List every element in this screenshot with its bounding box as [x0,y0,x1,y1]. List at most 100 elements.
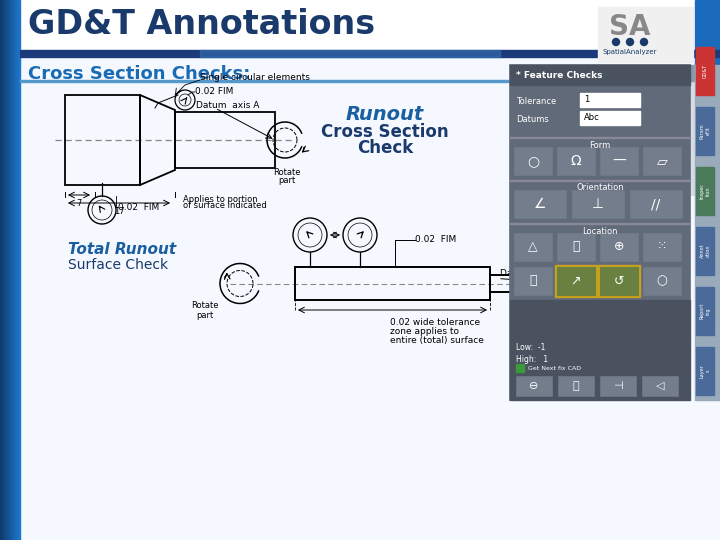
Circle shape [626,38,634,45]
Text: 1: 1 [584,96,589,105]
Text: —: — [612,154,626,168]
Text: ℊ: ℊ [572,381,580,391]
Text: Annot
ation: Annot ation [700,244,711,258]
Text: ⌒: ⌒ [529,274,536,287]
Text: CAC Pieces: CAC Pieces [585,131,615,136]
Bar [510,65,690,400]
Bar [514,267,552,295]
Text: Inspec
tion: Inspec tion [700,183,711,199]
Bar [516,376,552,396]
Bar [600,267,638,295]
Text: Feature type: Feature type [575,120,615,125]
Text: ▱: ▱ [657,154,667,168]
Text: Tolerance: Tolerance [516,97,557,105]
Bar [557,267,595,295]
Bar [17,0,18,540]
Bar [7,0,8,540]
Bar [20,50,720,57]
Bar [510,223,690,224]
Circle shape [641,38,647,45]
Bar [643,267,681,295]
Circle shape [577,148,582,153]
Text: GD&T: GD&T [703,64,708,78]
Bar [696,47,714,95]
Text: Form: Form [590,140,611,150]
Text: Low:  -1: Low: -1 [516,343,545,353]
Text: ⊖: ⊖ [529,381,539,391]
Bar [598,265,640,297]
Bar [643,147,681,175]
Text: 17: 17 [114,207,125,216]
Text: GD&T Annotations: GD&T Annotations [28,8,375,40]
Text: Orientation: Orientation [576,184,624,192]
Text: //: // [652,197,661,211]
Text: Get Next fix CAD: Get Next fix CAD [528,366,581,370]
Text: SpatialAnalyzer: SpatialAnalyzer [603,49,657,55]
Text: Ω: Ω [571,154,581,168]
Text: 7: 7 [76,199,81,208]
Bar [570,65,710,195]
Text: ↺: ↺ [613,274,624,287]
Circle shape [613,38,619,45]
Bar [13,0,14,540]
Bar [516,364,524,372]
Text: SA Objects (fit to points): SA Objects (fit to points) [585,148,652,153]
Bar [15,0,16,540]
Bar [514,190,566,218]
Bar [12,0,13,540]
Text: ⊕: ⊕ [613,240,624,253]
Text: Abc: Abc [584,113,600,123]
Bar [557,147,595,175]
Bar [175,112,275,168]
Bar [510,300,690,400]
Text: entire (total) surface: entire (total) surface [390,336,484,345]
Text: Report
ing: Report ing [700,303,711,319]
Bar [8,0,9,540]
Text: 0.02 FIM: 0.02 FIM [195,87,233,97]
Bar [510,137,690,138]
Bar [514,233,552,261]
Text: zone applies to: zone applies to [390,327,459,336]
Text: Cross Section Checks:: Cross Section Checks: [28,65,251,83]
Text: Rotate: Rotate [192,301,219,310]
Text: Datums: Datums [516,114,549,124]
Bar [65,95,140,185]
Bar [514,147,552,175]
Text: SA: SA [609,13,651,41]
Bar [3,0,4,540]
Text: Layer
s: Layer s [700,364,711,378]
Bar [642,376,678,396]
Bar [600,233,638,261]
Bar [580,93,640,107]
Bar [19,0,20,540]
Text: Param
eFit: Param eFit [700,123,711,139]
Bar [630,190,682,218]
Text: △: △ [528,240,538,253]
Bar [695,0,720,65]
Text: ⁙: ⁙ [657,240,667,253]
Bar [510,65,690,85]
Bar [10,0,11,540]
Text: Location: Location [582,226,618,235]
Bar [696,347,714,395]
Text: SA Objects: SA Objects [585,139,615,145]
Text: Runout: Runout [346,105,424,125]
Bar [295,267,490,300]
Bar [558,376,594,396]
Bar [0,0,1,540]
Bar [14,0,15,540]
Bar [598,7,693,62]
Bar [20,0,720,50]
Text: 0.02 wide tolerance: 0.02 wide tolerance [390,318,480,327]
Text: ⊥: ⊥ [592,197,604,211]
Text: Condition Options: Condition Options [575,90,647,96]
Bar [600,376,636,396]
Bar [6,0,7,540]
Text: View:  100: View: 100 [575,105,607,110]
Text: ∠: ∠ [534,197,546,211]
Text: Check: Check [357,139,413,157]
Bar [643,233,681,261]
Text: 0.02  FIM: 0.02 FIM [118,202,159,212]
Text: ↗: ↗ [571,274,581,287]
Text: Surface Check: Surface Check [68,258,168,272]
